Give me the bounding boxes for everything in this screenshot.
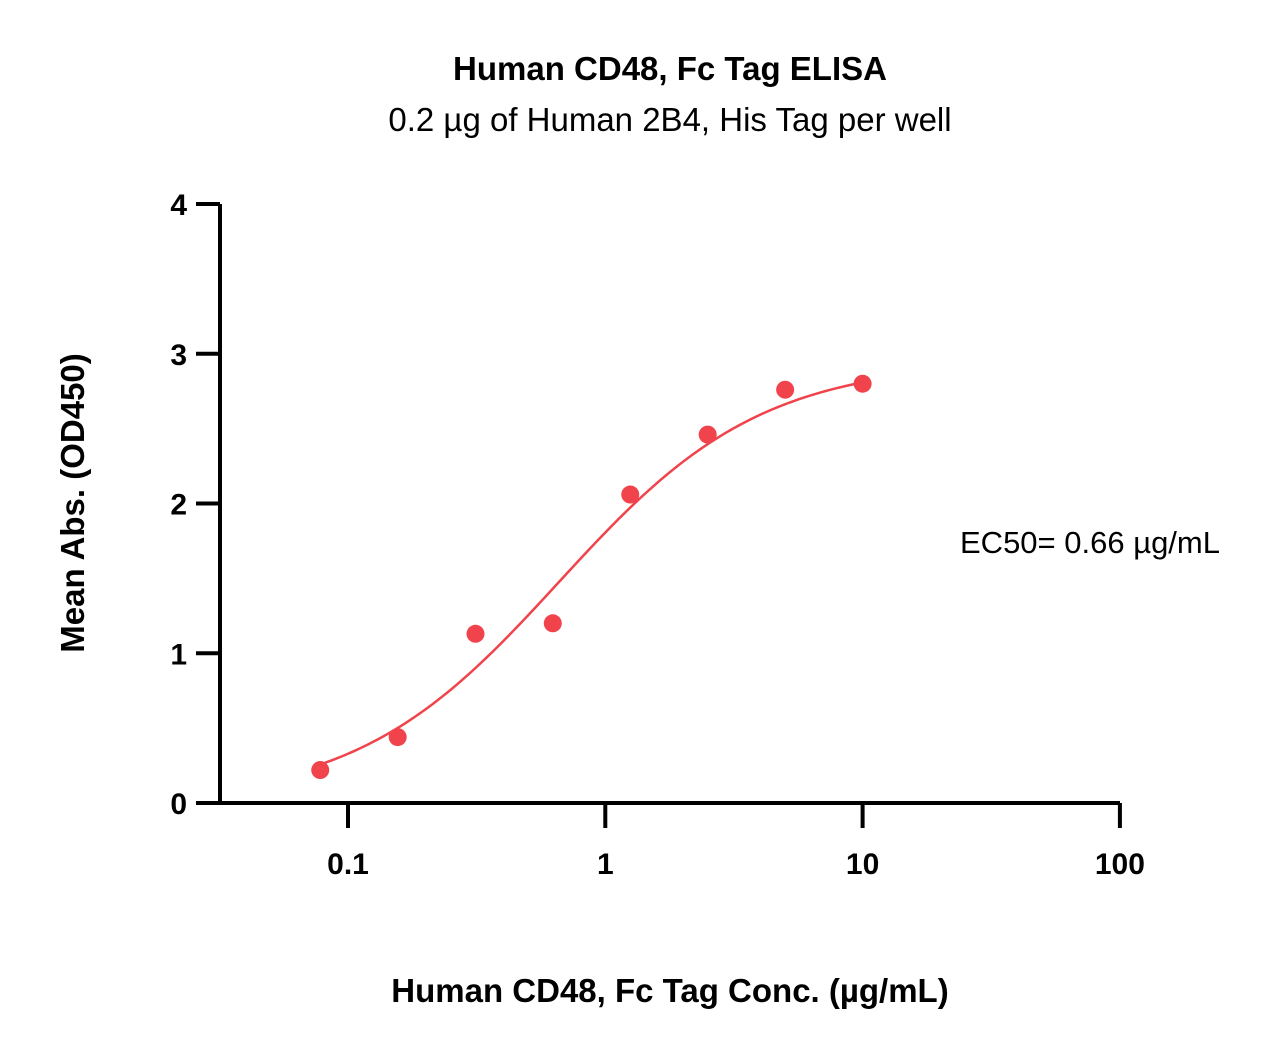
data-point <box>543 614 562 633</box>
x-axis-title: Human CD48, Fc Tag Conc. (µg/mL) <box>391 972 948 1009</box>
y-tick-label: 0 <box>170 788 187 821</box>
y-tick-label: 2 <box>170 489 187 522</box>
chart-subtitle: 0.2 µg of Human 2B4, His Tag per well <box>388 101 951 138</box>
y-tick-label: 3 <box>170 339 187 372</box>
x-tick-label: 0.1 <box>327 848 369 881</box>
y-axis-title: Mean Abs. (OD450) <box>54 353 91 653</box>
y-tick-label: 4 <box>170 189 187 222</box>
data-point <box>466 624 485 643</box>
fit-curve-layer <box>319 381 863 766</box>
data-point <box>853 374 872 393</box>
x-tick-label: 1 <box>597 848 614 881</box>
fit-curve <box>319 381 863 766</box>
y-axis: 0 1 2 3 4 <box>170 189 222 821</box>
data-point <box>776 380 795 399</box>
data-point <box>388 728 407 747</box>
chart-title: Human CD48, Fc Tag ELISA <box>453 50 887 87</box>
y-tick-label: 1 <box>170 638 187 671</box>
data-point <box>698 425 717 444</box>
data-points-layer <box>311 374 872 780</box>
data-point <box>311 761 330 780</box>
x-tick-label: 10 <box>846 848 879 881</box>
x-axis: 0.1 1 10 100 <box>218 801 1145 881</box>
data-point <box>621 485 640 504</box>
ec50-annotation: EC50= 0.66 µg/mL <box>960 525 1220 560</box>
x-tick-label: 100 <box>1095 848 1145 881</box>
